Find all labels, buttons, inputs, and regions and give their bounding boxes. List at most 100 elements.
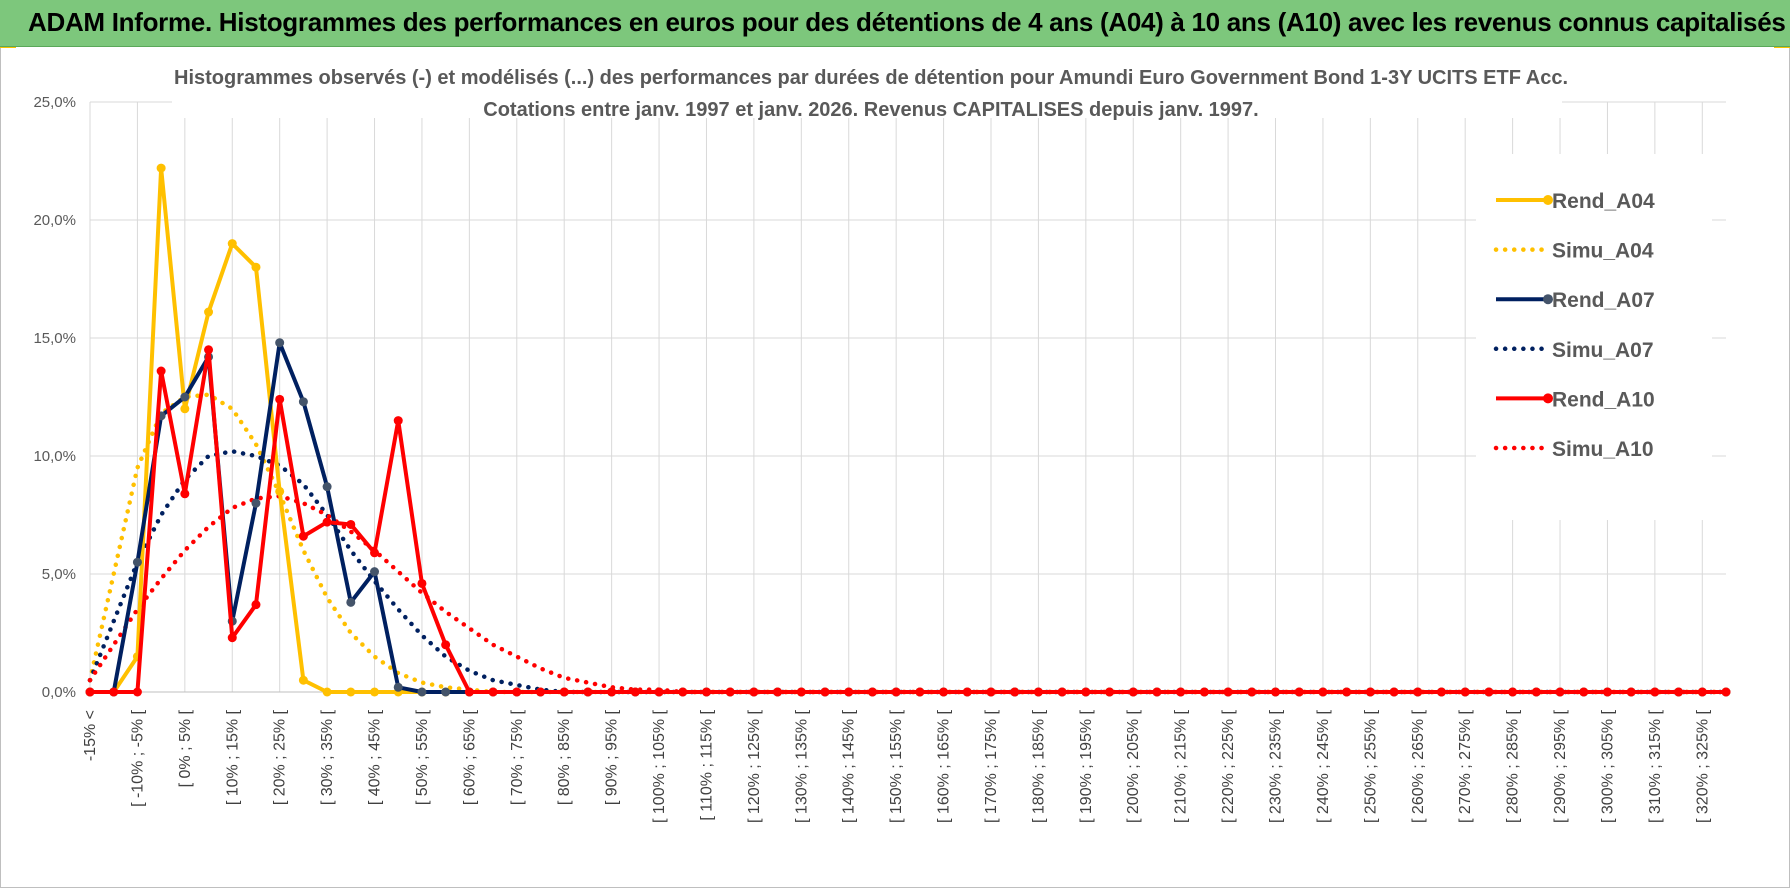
data-point xyxy=(1176,687,1186,697)
x-tick-label: [ 250% ; 255% [ xyxy=(1362,709,1379,823)
data-point xyxy=(1318,687,1328,697)
legend-label: Simu_A07 xyxy=(1552,339,1654,362)
x-tick-label: [ 310% ; 315% [ xyxy=(1647,709,1664,823)
data-point xyxy=(204,307,214,317)
data-point xyxy=(251,600,261,610)
data-point xyxy=(370,687,380,697)
data-point xyxy=(1579,687,1589,697)
data-point xyxy=(227,633,237,643)
x-axis: -15% < [ -10% ; -5% [[ 0% ; 5% [[ 10% ; 1… xyxy=(82,691,1726,823)
x-tick-label: [ 60% ; 65% [ xyxy=(461,709,478,805)
legend-label: Rend_A04 xyxy=(1552,190,1655,213)
legend-label: Simu_A04 xyxy=(1552,240,1654,263)
data-point xyxy=(607,687,617,697)
data-point xyxy=(298,675,308,685)
data-point xyxy=(132,557,142,567)
legend-label: Rend_A07 xyxy=(1552,289,1655,312)
x-tick-label: [ 90% ; 95% [ xyxy=(604,709,621,805)
data-point xyxy=(701,687,711,697)
data-point xyxy=(749,687,759,697)
data-point xyxy=(1602,687,1612,697)
data-point xyxy=(512,687,522,697)
data-point xyxy=(1484,687,1494,697)
data-point xyxy=(1271,687,1281,697)
x-tick-label: [ 10% ; 15% [ xyxy=(224,709,241,805)
data-point xyxy=(298,397,308,407)
data-point xyxy=(1365,687,1375,697)
report-banner: ADAM Informe. Histogrammes des performan… xyxy=(0,0,1790,47)
legend-item-rend-a10: Rend_A10 xyxy=(1496,388,1655,411)
data-point xyxy=(915,687,925,697)
data-point xyxy=(1105,687,1115,697)
data-point xyxy=(1674,687,1684,697)
x-tick-label: [ 0% ; 5% [ xyxy=(177,709,194,787)
data-point xyxy=(1508,687,1518,697)
x-tick-label: [ 260% ; 265% [ xyxy=(1410,709,1427,823)
x-tick-label: [ 210% ; 215% [ xyxy=(1173,709,1190,823)
data-point xyxy=(1650,687,1660,697)
data-point xyxy=(535,687,545,697)
data-point xyxy=(559,687,569,697)
chart-series xyxy=(85,163,1731,697)
data-point xyxy=(204,345,214,355)
data-point xyxy=(583,687,593,697)
data-point xyxy=(1128,687,1138,697)
legend-item-simu-a07: Simu_A07 xyxy=(1493,339,1654,362)
data-point xyxy=(1010,687,1020,697)
x-tick-label: [ -10% ; -5% [ xyxy=(129,709,146,806)
data-point xyxy=(1531,687,1541,697)
data-point xyxy=(370,548,380,558)
data-point xyxy=(441,640,451,650)
x-tick-label: [ 160% ; 165% [ xyxy=(936,709,953,823)
data-point xyxy=(227,239,237,249)
y-tick-label: 20,0% xyxy=(33,212,76,229)
data-point xyxy=(1342,687,1352,697)
x-tick-label: [ 290% ; 295% [ xyxy=(1552,709,1569,823)
report-banner-title: ADAM Informe. Histogrammes des performan… xyxy=(28,7,1786,37)
series-line xyxy=(90,347,1726,694)
x-tick-label: [ 180% ; 185% [ xyxy=(1030,709,1047,823)
data-point xyxy=(275,486,285,496)
legend-label: Rend_A10 xyxy=(1552,388,1655,411)
data-point xyxy=(346,519,356,529)
data-point xyxy=(370,567,380,577)
y-axis: 0,0% 5,0% 10,0% 15,0% 20,0% 25,0% xyxy=(33,94,76,701)
series-line xyxy=(87,392,1729,695)
x-tick-label: [ 100% ; 105% [ xyxy=(651,709,668,823)
data-point xyxy=(298,531,308,541)
x-tick-label: [ 220% ; 225% [ xyxy=(1220,709,1237,823)
data-point xyxy=(939,687,949,697)
legend-swatch-marker xyxy=(1543,195,1553,205)
chart-title-line-2: Cotations entre janv. 1997 et janv. 2026… xyxy=(483,99,1258,121)
data-point xyxy=(322,517,332,527)
y-tick-label: 10,0% xyxy=(33,448,76,465)
data-point xyxy=(1626,687,1636,697)
chart-title-line-1: Histogrammes observés (-) et modélisés (… xyxy=(174,67,1568,89)
x-tick-label: [ 140% ; 145% [ xyxy=(841,709,858,823)
x-tick-label: [ 20% ; 25% [ xyxy=(272,709,289,805)
y-tick-label: 15,0% xyxy=(33,330,76,347)
x-tick-label: [ 300% ; 305% [ xyxy=(1599,709,1616,823)
data-point xyxy=(488,687,498,697)
x-tick-label: [ 190% ; 195% [ xyxy=(1078,709,1095,823)
data-point xyxy=(322,482,332,492)
data-point xyxy=(1460,687,1470,697)
legend-item-rend-a07: Rend_A07 xyxy=(1496,289,1655,312)
x-tick-label: [ 150% ; 155% [ xyxy=(888,709,905,823)
histogram-chart: Histogrammes observés (-) et modélisés (… xyxy=(33,58,1731,823)
data-point xyxy=(109,687,119,697)
x-tick-label: [ 50% ; 55% [ xyxy=(414,709,431,805)
legend-item-rend-a04: Rend_A04 xyxy=(1496,190,1655,213)
data-point xyxy=(275,338,285,348)
data-point xyxy=(85,687,95,697)
legend-label: Simu_A10 xyxy=(1552,438,1654,461)
data-point xyxy=(1697,687,1707,697)
data-point xyxy=(1247,687,1257,697)
data-point xyxy=(441,687,451,697)
data-point xyxy=(1721,687,1731,697)
chart-title-background xyxy=(172,58,1562,118)
x-tick-label: [ 30% ; 35% [ xyxy=(319,709,336,805)
x-tick-label: [ 70% ; 75% [ xyxy=(509,709,526,805)
data-point xyxy=(1033,687,1043,697)
data-point xyxy=(156,163,166,173)
